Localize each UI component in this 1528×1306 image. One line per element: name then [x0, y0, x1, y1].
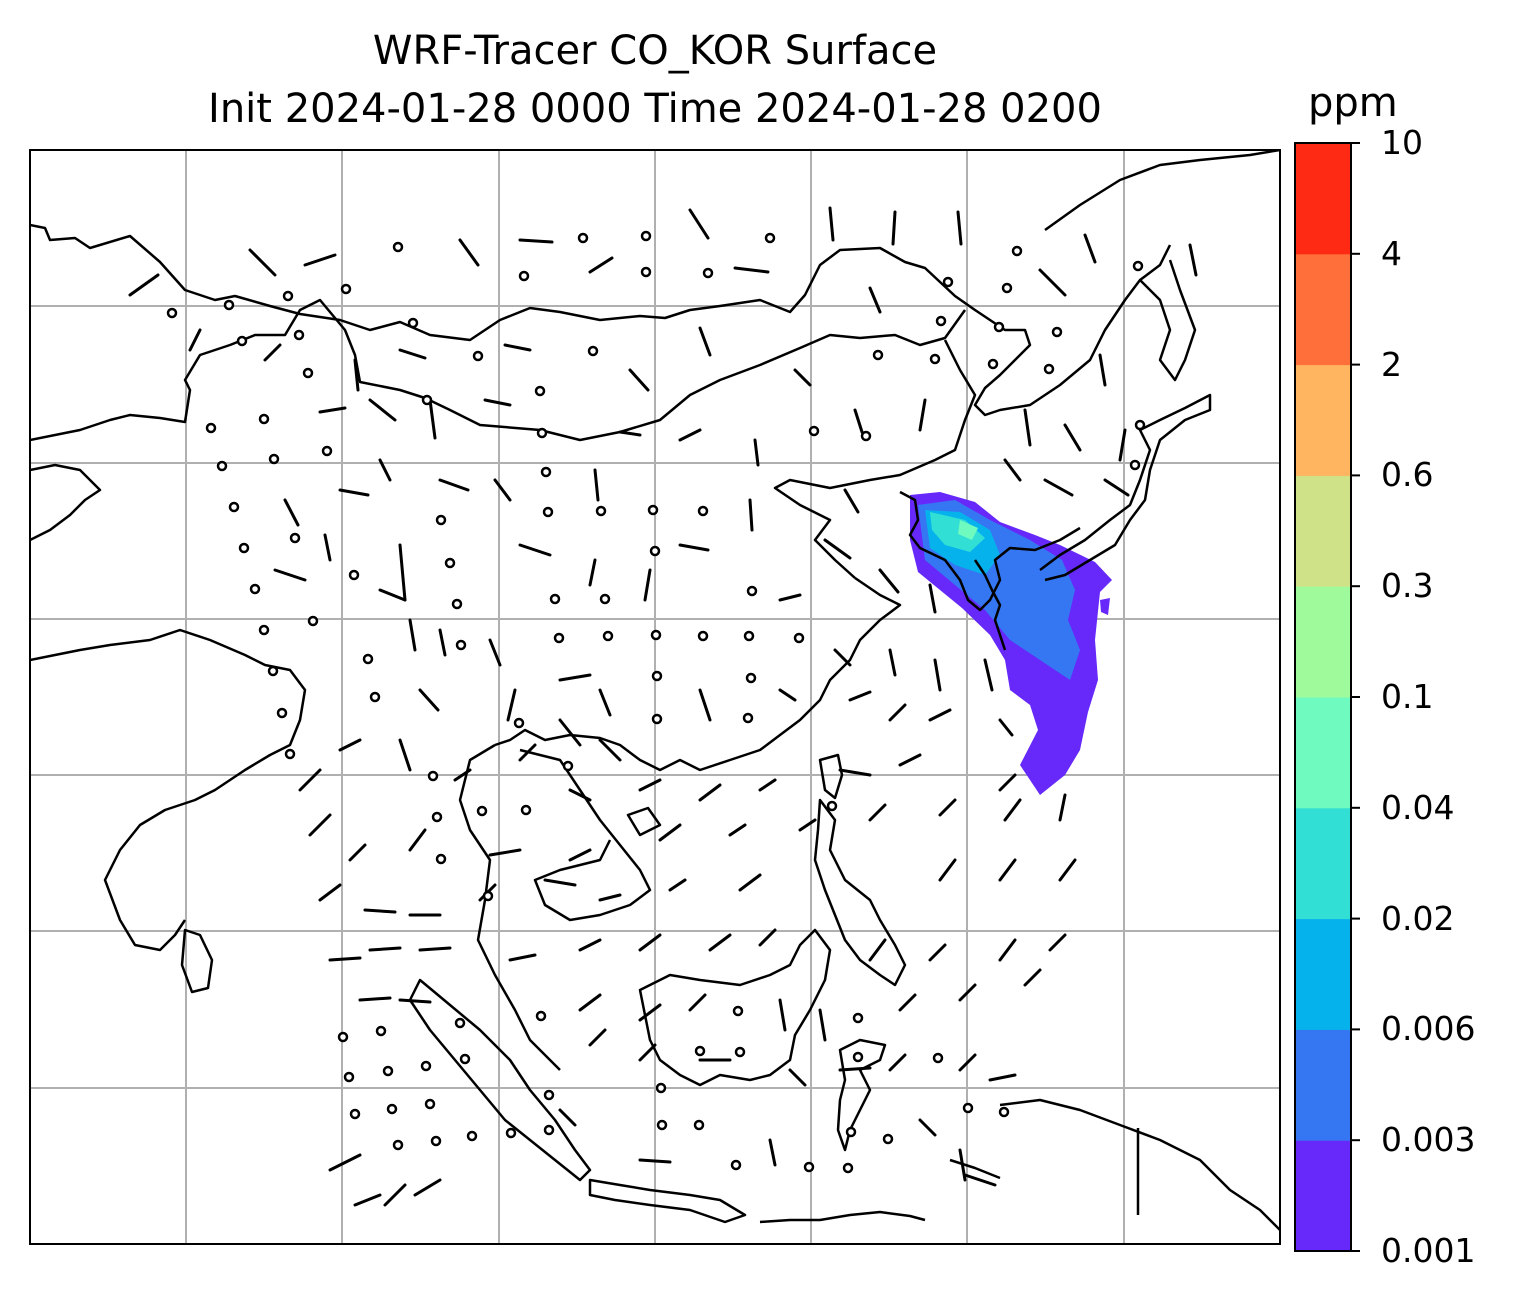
co-plume: [910, 492, 1112, 795]
colorbar-segment: [1295, 807, 1351, 920]
colorbar-tick-label: 0.02: [1381, 898, 1455, 938]
colorbar-segment: [1295, 697, 1351, 809]
wind-barbs: [128, 206, 1198, 1207]
colorbar-tick-label: 0.001: [1381, 1231, 1476, 1270]
colorbar-segment: [1295, 253, 1351, 366]
colorbar-segment: [1295, 364, 1351, 476]
colorbar-tick-label: 0.6: [1381, 455, 1434, 495]
colorbar-tick-label: 0.003: [1381, 1120, 1476, 1160]
colorbar-frame: [1294, 142, 1352, 1252]
map-frame: [29, 149, 1281, 1245]
colorbar-segment: [1295, 1029, 1351, 1141]
colorbar-tick-label: 0.006: [1381, 1009, 1476, 1049]
chart-title: WRF-Tracer CO_KOR Surface: [372, 28, 938, 74]
colorbar: [1295, 142, 1360, 1252]
colorbar-segment: [1295, 918, 1351, 1030]
calm-wind-markers: [166, 230, 1146, 1174]
colorbar-segment: [1295, 586, 1351, 698]
coastlines: [30, 150, 1280, 1231]
colorbar-segment: [1295, 475, 1351, 587]
colorbar-tick-label: 2: [1381, 344, 1402, 384]
colorbar-tick-label: 0.04: [1381, 787, 1455, 827]
colorbar-tick-label: 0.1: [1381, 677, 1434, 716]
colorbar-tick-label: 0.3: [1381, 566, 1434, 606]
colorbar-tick-label: 10: [1381, 123, 1423, 162]
colorbar-tick-label: 4: [1381, 233, 1402, 273]
colorbar-segment: [1295, 1140, 1351, 1252]
gridlines: [30, 150, 1280, 1244]
chart-subtitle: Init 2024-01-28 0000 Time 2024-01-28 020…: [208, 86, 1102, 132]
colorbar-segment: [1295, 143, 1351, 255]
colorbar-unit: ppm: [1308, 80, 1398, 126]
